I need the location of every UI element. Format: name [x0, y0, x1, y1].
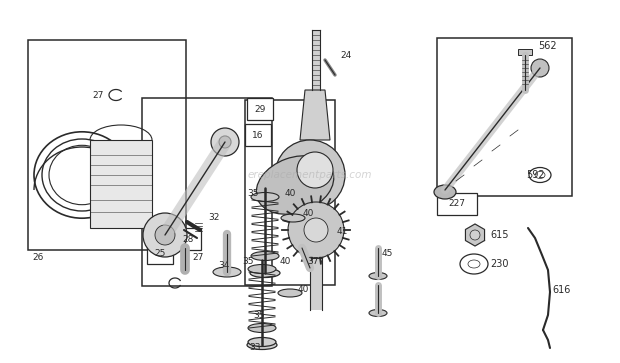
Ellipse shape [434, 185, 456, 199]
Text: 40: 40 [298, 286, 309, 294]
Bar [142, 98, 272, 286]
Text: 45: 45 [382, 249, 393, 257]
Bar [175, 228, 201, 250]
Text: 40: 40 [303, 208, 314, 217]
Ellipse shape [369, 273, 387, 280]
Circle shape [143, 213, 187, 257]
Text: 230: 230 [490, 259, 508, 269]
Bar [245, 124, 271, 146]
Text: 25: 25 [154, 249, 166, 257]
Ellipse shape [213, 267, 241, 277]
Circle shape [470, 230, 480, 240]
Bar [245, 100, 335, 285]
Ellipse shape [250, 269, 280, 277]
Text: 28: 28 [182, 234, 193, 244]
Ellipse shape [278, 289, 302, 297]
Polygon shape [312, 30, 320, 90]
Polygon shape [310, 258, 322, 310]
Circle shape [155, 225, 175, 245]
Circle shape [297, 152, 333, 188]
Text: 616: 616 [552, 285, 570, 295]
Ellipse shape [369, 310, 387, 317]
Ellipse shape [281, 214, 305, 222]
Bar [518, 49, 532, 55]
Ellipse shape [251, 192, 279, 201]
Bar [437, 193, 477, 215]
Circle shape [288, 202, 344, 258]
Text: 40: 40 [285, 188, 296, 197]
Text: 32: 32 [208, 213, 219, 223]
Ellipse shape [275, 140, 345, 210]
Ellipse shape [247, 340, 277, 350]
Text: 592: 592 [526, 170, 544, 180]
Text: 41: 41 [337, 228, 348, 237]
Ellipse shape [256, 156, 334, 214]
Text: 35: 35 [247, 188, 259, 197]
Text: 27: 27 [92, 90, 104, 99]
Bar [247, 98, 273, 120]
Circle shape [531, 59, 549, 77]
Text: 27: 27 [192, 253, 203, 262]
Ellipse shape [251, 252, 279, 261]
Text: ereplacementparts.com: ereplacementparts.com [248, 170, 372, 180]
Text: 35: 35 [242, 257, 254, 266]
Polygon shape [466, 224, 484, 246]
Text: 24: 24 [340, 50, 352, 60]
Text: 33: 33 [249, 343, 261, 352]
Text: 377: 377 [307, 257, 324, 266]
Text: 34: 34 [218, 261, 229, 269]
Bar [28, 40, 186, 250]
Polygon shape [300, 90, 330, 140]
Text: 615: 615 [490, 230, 508, 240]
Text: 16: 16 [252, 131, 264, 139]
Circle shape [219, 136, 231, 148]
Text: 40: 40 [280, 257, 291, 266]
Circle shape [304, 218, 328, 242]
Text: 29: 29 [254, 105, 266, 114]
Ellipse shape [248, 323, 276, 333]
Text: 562: 562 [538, 41, 557, 51]
Bar [147, 242, 173, 264]
Bar [437, 38, 572, 196]
Ellipse shape [248, 338, 276, 347]
Text: 35: 35 [253, 310, 265, 319]
Text: 26: 26 [32, 253, 43, 262]
Circle shape [211, 128, 239, 156]
Bar [90, 140, 152, 228]
Ellipse shape [248, 265, 276, 273]
Text: 227: 227 [448, 200, 466, 208]
